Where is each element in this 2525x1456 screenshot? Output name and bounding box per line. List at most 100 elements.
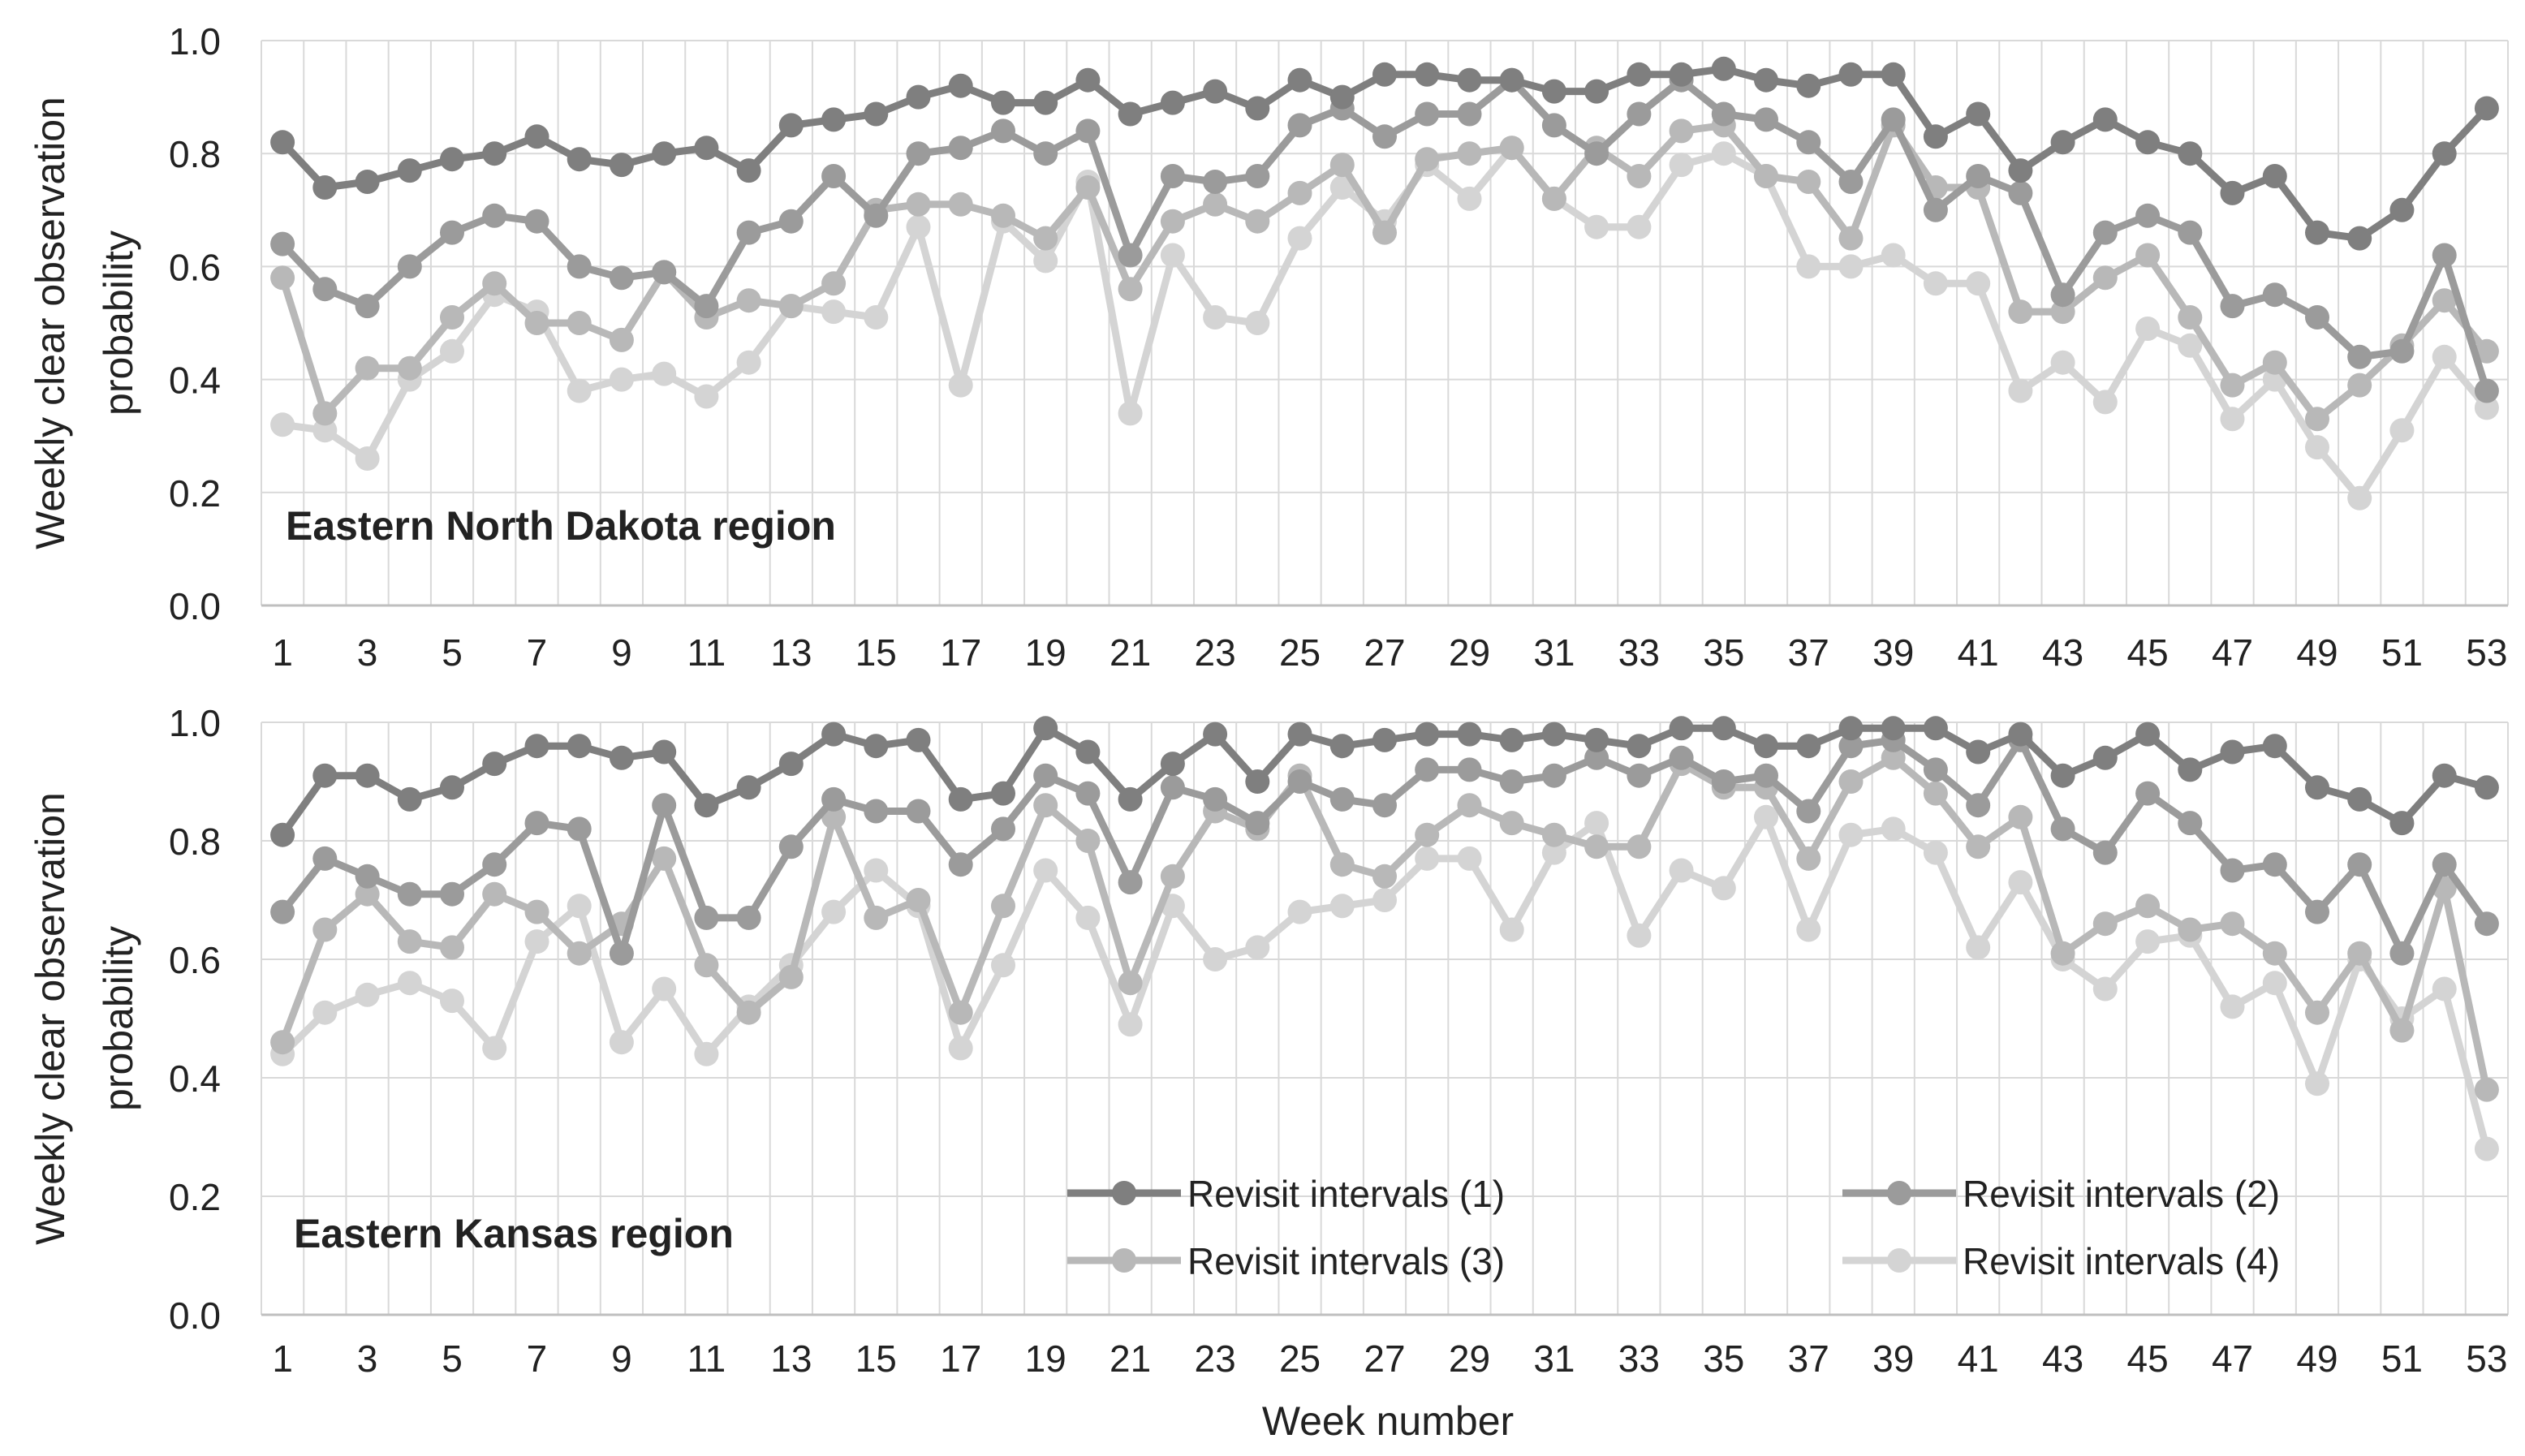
data-point bbox=[1711, 101, 1736, 127]
data-point bbox=[1584, 834, 1609, 859]
data-point bbox=[2008, 870, 2033, 895]
data-point bbox=[2262, 941, 2287, 966]
data-point bbox=[1966, 164, 1991, 188]
data-point bbox=[567, 734, 592, 759]
data-point bbox=[2135, 130, 2161, 155]
data-point bbox=[312, 277, 338, 302]
data-point bbox=[948, 786, 973, 812]
x-tick-label: 43 bbox=[2042, 631, 2083, 674]
data-point bbox=[1457, 757, 1482, 782]
data-point bbox=[2474, 378, 2499, 403]
data-point bbox=[821, 722, 847, 747]
data-point bbox=[2262, 734, 2287, 759]
data-point bbox=[652, 976, 677, 1002]
data-point bbox=[694, 1041, 719, 1066]
data-point bbox=[1541, 79, 1566, 104]
data-point bbox=[1287, 113, 1312, 138]
x-tick-label: 23 bbox=[1195, 631, 1236, 674]
data-point bbox=[1754, 107, 1778, 132]
data-point bbox=[1711, 716, 1736, 741]
data-point bbox=[991, 118, 1015, 144]
chart-title: Eastern Kansas region bbox=[294, 1211, 734, 1256]
data-point bbox=[1415, 822, 1440, 847]
data-point bbox=[906, 727, 931, 752]
data-point bbox=[397, 786, 422, 812]
data-point bbox=[2008, 804, 2033, 829]
data-point bbox=[1118, 1012, 1143, 1037]
data-point bbox=[440, 305, 464, 330]
data-point bbox=[906, 84, 931, 110]
data-point bbox=[1160, 209, 1185, 234]
data-point bbox=[1287, 67, 1312, 93]
data-point bbox=[2050, 299, 2075, 325]
x-axis-label: Week number bbox=[1262, 1398, 1514, 1444]
data-point bbox=[524, 311, 549, 335]
data-point bbox=[991, 781, 1015, 806]
data-point bbox=[2305, 1000, 2329, 1025]
data-point bbox=[948, 73, 973, 98]
data-point bbox=[1838, 226, 1864, 251]
series-2 bbox=[270, 727, 2499, 966]
data-point bbox=[991, 203, 1015, 228]
data-point bbox=[1838, 716, 1864, 741]
data-point bbox=[2050, 816, 2075, 842]
data-point bbox=[1881, 243, 1906, 268]
data-point bbox=[312, 175, 338, 200]
data-point bbox=[906, 141, 931, 166]
y-tick-label: 0.4 bbox=[169, 1058, 221, 1100]
data-point bbox=[1966, 739, 1991, 765]
data-point bbox=[270, 1030, 295, 1055]
data-point bbox=[2474, 338, 2499, 364]
data-point bbox=[1669, 153, 1694, 178]
data-point bbox=[1033, 858, 1058, 883]
data-point bbox=[2389, 197, 2415, 222]
x-tick-label: 51 bbox=[2381, 631, 2423, 674]
x-tick-label: 7 bbox=[527, 631, 548, 674]
data-point bbox=[397, 158, 422, 183]
data-point bbox=[864, 905, 889, 930]
data-point bbox=[1499, 811, 1524, 836]
x-tick-label: 13 bbox=[770, 1338, 812, 1380]
data-point bbox=[1966, 101, 1991, 127]
data-point bbox=[736, 220, 761, 245]
data-point bbox=[1245, 769, 1270, 794]
data-point bbox=[1203, 786, 1228, 812]
y-tick-label: 0.2 bbox=[169, 1176, 221, 1218]
data-point bbox=[1329, 153, 1355, 178]
data-point bbox=[2347, 941, 2372, 966]
data-point bbox=[482, 203, 507, 228]
data-point bbox=[1118, 870, 1143, 895]
legend-item-4: Revisit intervals (4) bbox=[1842, 1240, 2280, 1282]
data-point bbox=[482, 271, 507, 296]
data-point bbox=[2050, 282, 2075, 308]
x-tick-label: 31 bbox=[1533, 631, 1575, 674]
y-tick-labels: 0.0 0.2 0.4 0.6 0.8 1.0 bbox=[169, 20, 221, 627]
data-point bbox=[1160, 752, 1185, 777]
legend-label: Revisit intervals (4) bbox=[1963, 1240, 2280, 1282]
data-point bbox=[864, 203, 889, 228]
data-point bbox=[1245, 164, 1270, 188]
data-point bbox=[864, 101, 889, 127]
data-point bbox=[2262, 852, 2287, 877]
data-point bbox=[1245, 811, 1270, 836]
y-tick-label: 0.8 bbox=[169, 821, 221, 863]
data-point bbox=[397, 929, 422, 954]
data-point bbox=[1033, 90, 1058, 115]
data-point bbox=[270, 412, 295, 437]
data-point bbox=[1796, 846, 1821, 871]
data-point bbox=[2262, 164, 2287, 188]
data-point bbox=[821, 786, 847, 812]
data-point bbox=[1329, 734, 1355, 759]
data-point bbox=[1287, 769, 1312, 794]
data-point bbox=[270, 265, 295, 291]
legend-label: Revisit intervals (1) bbox=[1187, 1173, 1505, 1215]
data-point bbox=[1711, 876, 1736, 901]
data-point bbox=[312, 401, 338, 426]
data-point bbox=[2135, 894, 2161, 919]
data-point bbox=[567, 941, 592, 966]
y-tick-labels: 0.0 0.2 0.4 0.6 0.8 1.0 bbox=[169, 702, 221, 1337]
data-point bbox=[1457, 186, 1482, 211]
data-point bbox=[1966, 834, 1991, 859]
data-point bbox=[2474, 1077, 2499, 1102]
data-point bbox=[1033, 716, 1058, 741]
